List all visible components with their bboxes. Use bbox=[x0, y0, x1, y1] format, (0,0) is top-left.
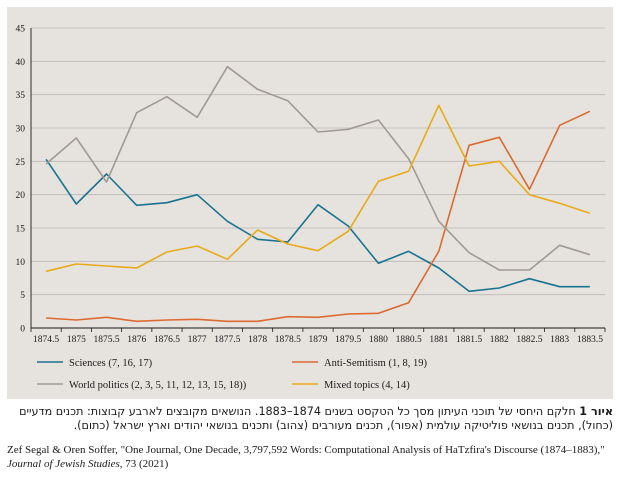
y-tick-label: 45 bbox=[16, 25, 26, 35]
x-tick-label: 1876 bbox=[127, 335, 146, 345]
x-tick-label: 1880 bbox=[369, 335, 388, 345]
x-tick-label: 1882 bbox=[490, 335, 509, 345]
citation-text: Zef Segal & Oren Soffer, "One Journal, O… bbox=[7, 444, 605, 456]
x-tick-label: 1874.5 bbox=[33, 335, 59, 345]
y-tick-label: 40 bbox=[16, 58, 26, 68]
series-line-1 bbox=[46, 110, 591, 323]
x-tick-label: 1878 bbox=[248, 335, 267, 345]
y-tick-label: 30 bbox=[16, 125, 26, 135]
legend-label-0: Sciences (7, 16, 17) bbox=[69, 358, 153, 369]
x-tick-label: 1876.5 bbox=[154, 335, 180, 345]
y-tick-label: 15 bbox=[16, 225, 26, 235]
x-tick-label: 1883 bbox=[550, 335, 569, 345]
legend-label-3: Mixed topics (4, 14) bbox=[324, 380, 410, 391]
x-tick-label: 1879 bbox=[309, 335, 328, 345]
y-tick-label: 35 bbox=[16, 91, 26, 101]
citation: Zef Segal & Oren Soffer, "One Journal, O… bbox=[7, 443, 613, 471]
chart-figure: 0 5 10 15 20 25 30 35 40 45 1874.5 1875 1875.5 1876 18… bbox=[7, 7, 613, 399]
series-line-2 bbox=[45, 65, 591, 271]
series-line-0 bbox=[45, 158, 590, 293]
x-tick-label: 1882.5 bbox=[516, 335, 542, 345]
x-tick-label: 1875.5 bbox=[93, 335, 119, 345]
x-tick-label: 1881.5 bbox=[456, 335, 482, 345]
y-tick-label: 25 bbox=[16, 158, 26, 168]
line-chart: 0 5 10 15 20 25 30 35 40 45 1874.5 1875 1875.5 1876 18… bbox=[16, 25, 606, 391]
figure-caption: איור 1 חלקם היחסי של תוכני העיתון מסך כל… bbox=[7, 405, 613, 433]
citation-tail: , 73 (2021) bbox=[119, 458, 169, 470]
x-tick-label: 1877 bbox=[188, 335, 207, 345]
y-tick-label: 10 bbox=[16, 258, 26, 268]
series-line-3 bbox=[45, 104, 591, 273]
x-tick-label: 1880.5 bbox=[396, 335, 422, 345]
legend-label-1: Anti-Semitism (1, 8, 19) bbox=[324, 358, 427, 369]
y-tick-label: 0 bbox=[20, 325, 25, 335]
x-tick-label: 1881 bbox=[429, 335, 448, 345]
legend-label-2: World politics (2, 3, 5, 11, 12, 13, 15,… bbox=[69, 380, 247, 391]
x-tick-label: 1883.5 bbox=[577, 335, 603, 345]
citation-journal: Journal of Jewish Studies bbox=[7, 458, 120, 470]
x-tick-label: 1877.5 bbox=[214, 335, 240, 345]
x-tick-label: 1875 bbox=[67, 335, 86, 345]
x-tick-label: 1878.5 bbox=[275, 335, 301, 345]
caption-label: איור 1 bbox=[579, 405, 613, 418]
caption-text: חלקם היחסי של תוכני העיתון מסך כל הטקסט … bbox=[19, 405, 613, 432]
x-tick-label: 1879.5 bbox=[335, 335, 361, 345]
y-tick-label: 20 bbox=[16, 191, 26, 201]
y-tick-label: 5 bbox=[20, 291, 25, 301]
